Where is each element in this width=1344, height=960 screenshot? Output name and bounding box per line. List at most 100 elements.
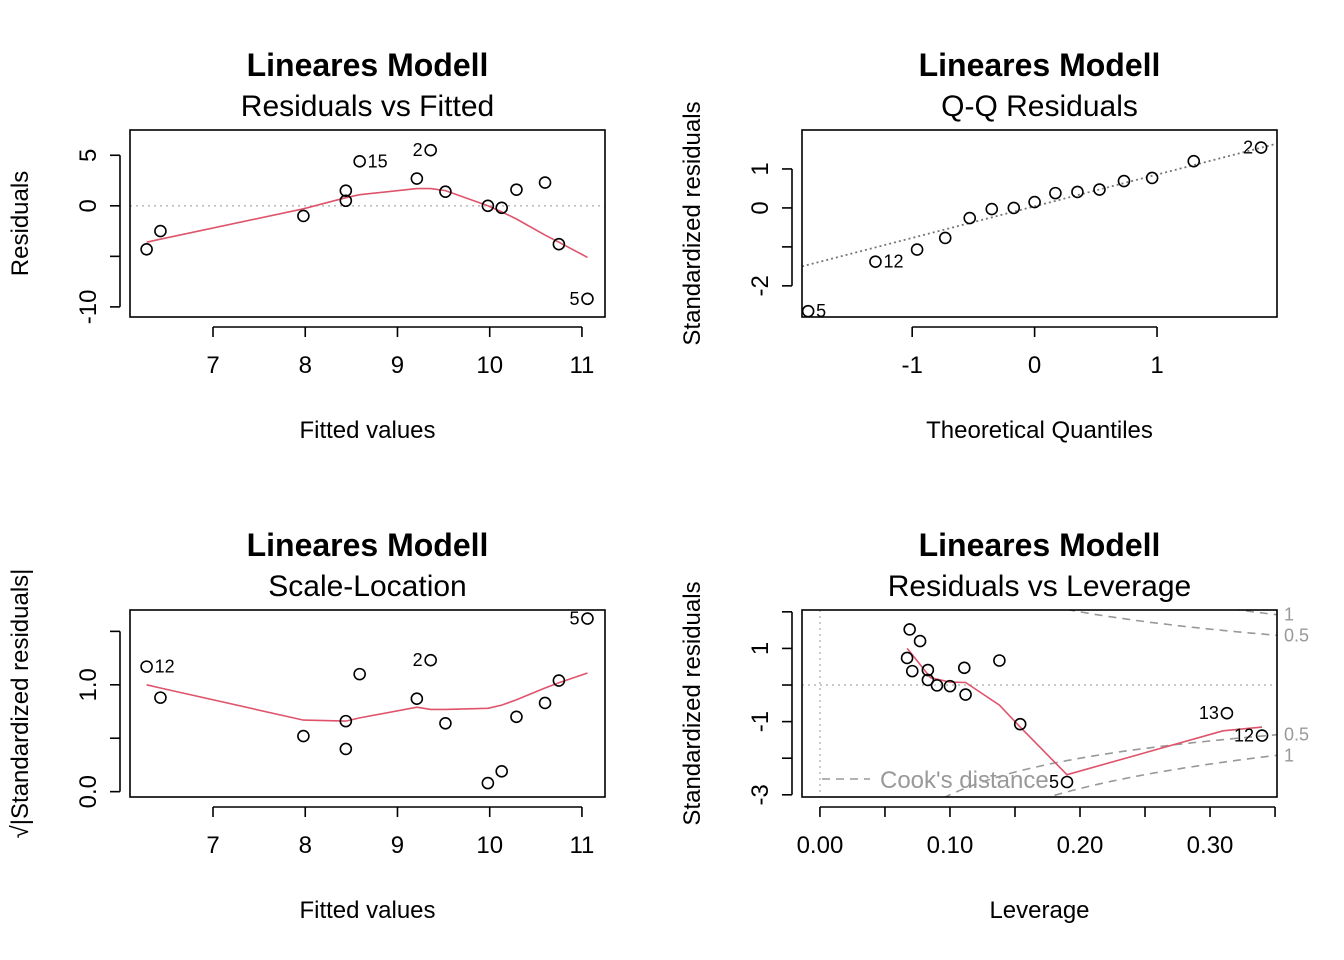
chart-subtitle: Scale-Location: [268, 570, 466, 603]
chart-subtitle: Residuals vs Leverage: [888, 570, 1192, 603]
data-point: [140, 660, 153, 673]
x-tick-label: 0: [1028, 352, 1041, 379]
cooks-distance-curve: [943, 733, 1277, 797]
point-label: 15: [368, 151, 388, 171]
plot-area: [146, 672, 588, 722]
data-point: [439, 185, 452, 198]
data-point: [959, 688, 972, 701]
data-point: [481, 776, 495, 790]
data-point: [905, 664, 919, 678]
cooks-distance-curve: [1046, 754, 1277, 797]
y-tick-label: 0.0: [75, 775, 102, 808]
point-label: 2: [1243, 138, 1253, 158]
data-point: [1007, 201, 1021, 215]
y-axis-label: √|Standardized residuals|: [7, 569, 34, 839]
x-tick-label: 11: [569, 832, 594, 859]
data-point: [353, 667, 366, 681]
y-tick-label: -10: [75, 290, 102, 325]
data-point: [1255, 729, 1269, 742]
point-label: 5: [569, 609, 579, 629]
data-point: [963, 211, 977, 225]
data-point: [1028, 195, 1041, 209]
y-tick-label: 1: [747, 162, 774, 175]
chart-subtitle: Q-Q Residuals: [941, 90, 1138, 123]
data-point: [552, 237, 566, 251]
cooks-curve-label: 1: [1284, 605, 1294, 625]
point-label: 5: [1049, 772, 1059, 792]
data-point: [913, 634, 927, 648]
data-point: [353, 155, 366, 168]
data-point: [1013, 717, 1027, 731]
panel-scale-location: Lineares Modell Scale-Location Fitted valu…: [7, 527, 606, 924]
x-tick-label: 0.20: [1057, 832, 1104, 859]
x-tick-label: 10: [476, 832, 503, 859]
data-point: [1060, 775, 1074, 789]
data-point: [1093, 183, 1106, 196]
data-point: [538, 176, 552, 189]
x-tick-label: 8: [299, 352, 312, 379]
data-point: [900, 651, 914, 665]
data-point: [510, 710, 523, 724]
smooth-line: [146, 187, 588, 259]
y-axis-label: Standardized residuals: [679, 581, 706, 825]
x-axis-label: Fitted values: [299, 897, 435, 924]
data-point: [943, 679, 957, 693]
smooth-line: [146, 672, 588, 722]
x-tick-label: -1: [902, 352, 923, 379]
point-label: 5: [569, 289, 579, 309]
data-point: [439, 716, 452, 730]
x-tick-label: 1: [1150, 352, 1163, 379]
plot-frame: [129, 129, 606, 318]
smooth-line: [906, 647, 1263, 776]
point-label: 12: [1234, 726, 1254, 746]
data-point: [1117, 174, 1131, 188]
cooks-distance-curve: [1066, 610, 1277, 637]
data-point: [938, 231, 952, 245]
y-tick-label: -1: [747, 711, 774, 732]
data-point: [154, 224, 167, 238]
plot-frame: [129, 609, 606, 798]
data-point: [140, 242, 153, 256]
data-point: [1049, 186, 1062, 200]
panel-residuals-vs-fitted: Lineares Modell Residuals vs Fitted Fitted…: [7, 47, 606, 444]
data-point: [921, 663, 935, 677]
y-tick-label: 0: [747, 201, 774, 214]
x-tick-label: 0.10: [927, 832, 974, 859]
chart-subtitle: Residuals vs Fitted: [241, 90, 494, 123]
data-point: [297, 209, 310, 223]
data-point: [993, 654, 1006, 667]
data-point: [339, 714, 353, 728]
data-point: [581, 612, 594, 625]
data-point: [957, 661, 971, 675]
cooks-curve-label: 0.5: [1284, 625, 1309, 645]
data-point: [339, 184, 353, 197]
chart-title: Lineares Modell: [247, 47, 489, 83]
plot-area: [802, 610, 1277, 797]
y-tick-label: -3: [747, 784, 774, 805]
data-point: [1254, 141, 1268, 154]
data-point: [1187, 154, 1201, 168]
data-point: [921, 673, 935, 687]
x-axis-label: Leverage: [989, 897, 1089, 924]
y-tick-label: 1: [747, 642, 774, 655]
point-label: 12: [883, 252, 903, 272]
data-point: [1220, 706, 1234, 720]
y-axis-label: Standardized residuals: [679, 101, 706, 345]
data-point: [339, 194, 353, 208]
data-point: [801, 304, 815, 318]
data-point: [495, 201, 508, 215]
x-axis-label: Theoretical Quantiles: [926, 417, 1153, 444]
x-tick-label: 9: [391, 832, 404, 859]
data-point: [581, 292, 594, 306]
chart-title: Lineares Modell: [919, 47, 1161, 83]
x-axis-label: Fitted values: [299, 417, 435, 444]
x-tick-label: 0.00: [797, 832, 844, 859]
data-point: [410, 692, 424, 705]
data-point: [930, 679, 944, 692]
plot-area: [130, 187, 605, 259]
data-point: [903, 623, 916, 636]
y-tick-label: -2: [747, 275, 774, 296]
y-tick-label: 0: [75, 199, 102, 212]
data-point: [538, 696, 552, 710]
